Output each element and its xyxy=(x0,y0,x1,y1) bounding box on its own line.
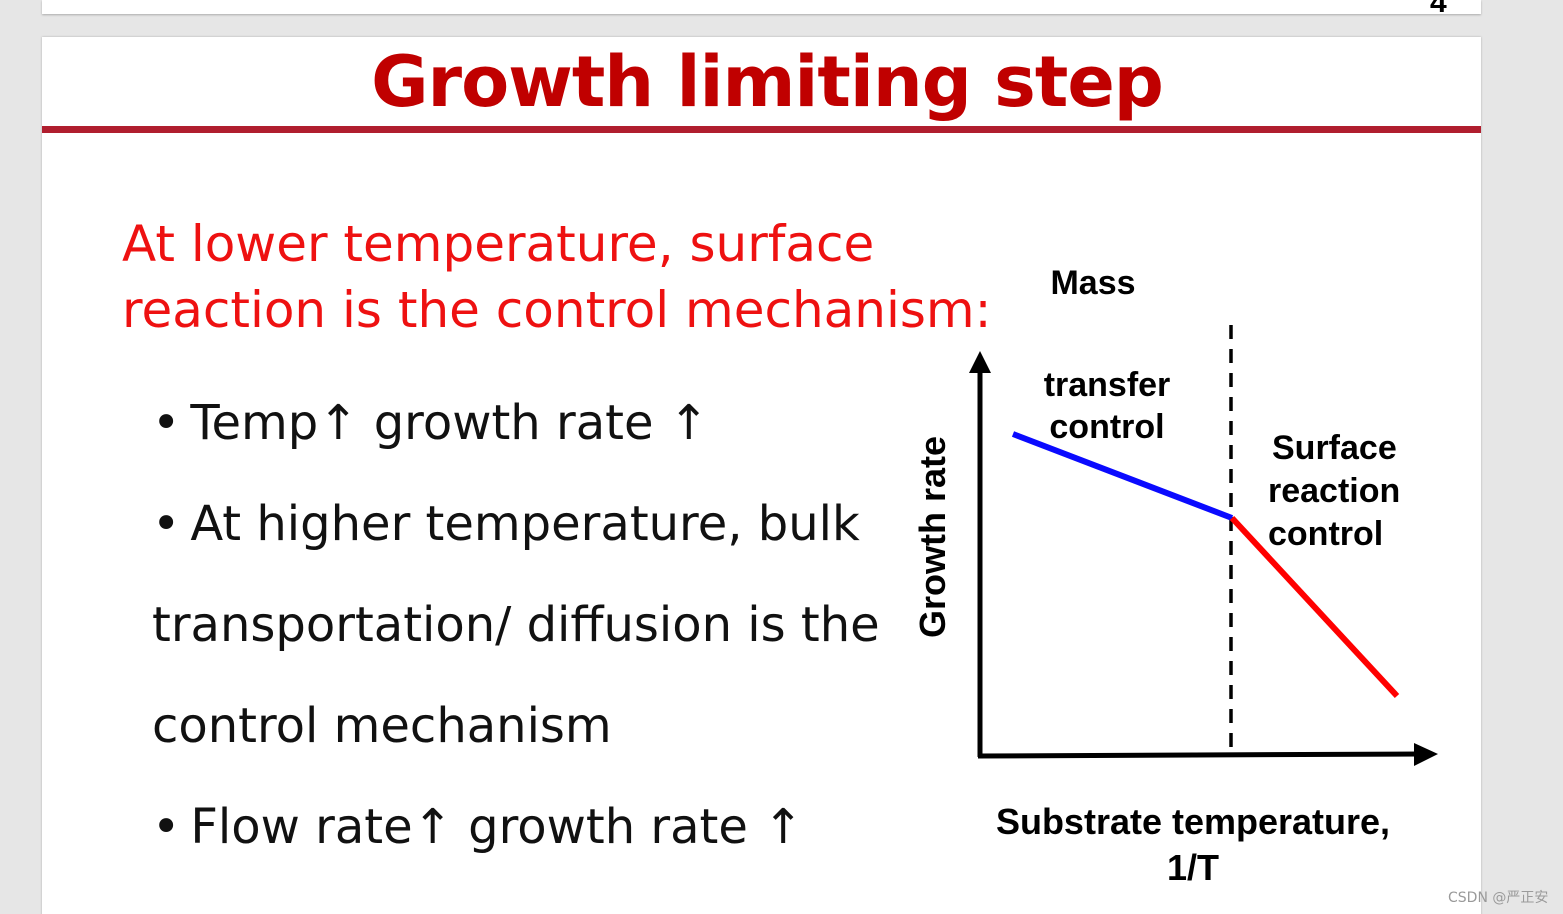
x-axis-label-line-1: Substrate temperature, xyxy=(996,801,1390,842)
title-underline xyxy=(42,126,1481,133)
x-axis-label-line-2: 1/T xyxy=(1167,847,1219,888)
bullet-marker: • xyxy=(152,395,181,451)
bullet-text: transportation/ diffusion is the xyxy=(152,597,880,653)
slide: Growth limiting step At lower temperatur… xyxy=(42,37,1481,914)
x-axis-arrowhead xyxy=(1414,743,1438,766)
slide-title: Growth limiting step xyxy=(371,41,1164,123)
y-axis-label: Growth rate xyxy=(912,436,953,638)
bullet-text: Flow rate↑ growth rate ↑ xyxy=(190,799,804,855)
transfer-label: transfer xyxy=(1044,366,1171,404)
bullet-marker: • xyxy=(152,799,181,855)
y-axis-arrowhead xyxy=(969,351,991,373)
growth-rate-diagram: Mass transfer control Surface reaction c… xyxy=(912,264,1438,888)
mass-control-label: control xyxy=(1049,408,1164,446)
bullet-marker: • xyxy=(152,496,181,552)
mass-label: Mass xyxy=(1050,264,1135,302)
bullet-item: • Flow rate↑ growth rate ↑ xyxy=(152,799,803,855)
intro-line-1: At lower temperature, surface xyxy=(122,215,875,273)
intro-text: At lower temperature, surface reaction i… xyxy=(122,211,992,343)
previous-slide-edge: 4 xyxy=(42,0,1481,19)
x-axis xyxy=(977,751,1421,759)
intro-line-2: reaction is the control mechanism: xyxy=(122,281,992,339)
surface-reaction-line xyxy=(1229,515,1400,699)
bullet-continuation: control mechanism xyxy=(152,698,612,754)
page-number: 4 xyxy=(1430,0,1447,19)
watermark: CSDN @严正安 xyxy=(1448,890,1549,906)
bullet-text: control mechanism xyxy=(152,698,612,754)
reaction-label: reaction xyxy=(1268,472,1400,510)
bullet-text: At higher temperature, bulk xyxy=(190,496,860,552)
bullet-item: • At higher temperature, bulk xyxy=(152,496,860,552)
surface-control-label: control xyxy=(1268,515,1383,553)
bullet-item: • Temp↑ growth rate ↑ xyxy=(152,395,709,451)
surface-label: Surface xyxy=(1272,429,1397,467)
bullet-text: Temp↑ growth rate ↑ xyxy=(190,395,709,451)
mass-transfer-line xyxy=(1011,431,1234,521)
bullet-continuation: transportation/ diffusion is the xyxy=(152,597,880,653)
